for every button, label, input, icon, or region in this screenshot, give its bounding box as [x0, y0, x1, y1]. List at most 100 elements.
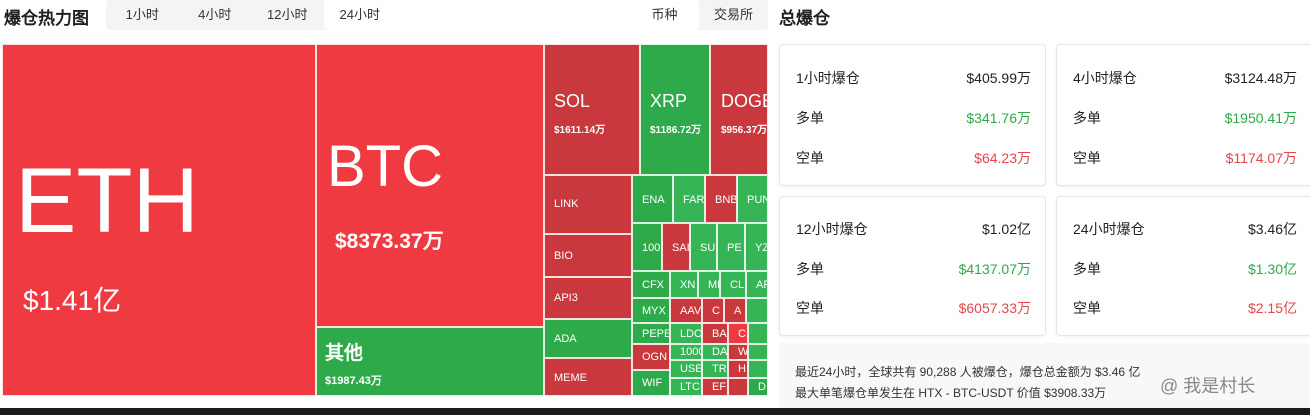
card-4h: 4小时爆仓 $3124.48万 多单 $1950.41万 空单 $1174.07万 [1056, 44, 1310, 186]
card-1h: 1小时爆仓 $405.99万 多单 $341.76万 空单 $64.23万 [779, 44, 1046, 186]
short-row: 空单 $6057.33万 [796, 298, 1031, 318]
heatmap-cell-xn[interactable]: XN [670, 271, 698, 298]
tab-4h[interactable]: 4小时 [198, 7, 232, 22]
time-range-tabs: 1小时 4小时 12小时 24小时 [106, 0, 396, 30]
heatmap-cell-wif[interactable]: WIF [632, 370, 670, 396]
cell-symbol: C [738, 328, 746, 340]
tab-1h[interactable]: 1小时 [125, 7, 159, 22]
cell-symbol: SUI [700, 242, 717, 254]
heatmap-cell-1000[interactable]: 1000 [670, 344, 702, 360]
heatmap-cell-sai[interactable]: SAI [662, 223, 690, 271]
heatmap-cell-ldo[interactable]: LDO [670, 323, 702, 344]
heatmap-cell-c2[interactable]: C [728, 323, 748, 344]
heatmap-cell-bio[interactable]: BIO [544, 234, 632, 277]
heatmap-cell-pepe[interactable]: PEPE [632, 323, 670, 344]
cell-symbol: EF [712, 381, 727, 393]
heatmap-cell-misc-5[interactable] [728, 378, 748, 396]
summary-title: 总爆仓 [779, 9, 830, 28]
heatmap-cell-cfx[interactable]: CFX [632, 271, 670, 298]
cell-symbol: XRP [650, 91, 688, 111]
tab-by-coin[interactable]: 币种 [630, 0, 699, 30]
cell-symbol: XN [680, 279, 696, 291]
heatmap-cell-myx[interactable]: MYX [632, 298, 670, 323]
long-label: 多单 [796, 110, 824, 126]
heatmap-cell-link[interactable]: LINK [544, 175, 632, 234]
card-title: 24小时爆仓 [1073, 221, 1145, 237]
short-label: 空单 [796, 150, 824, 166]
heatmap-cell-ef[interactable]: EF [702, 378, 728, 396]
liquidation-summary: 最近24小时，全球共有 90,288 人被爆仓，爆仓总金额为 $3.46 亿 最… [779, 343, 1310, 415]
heatmap-cell-100[interactable]: 100 [632, 223, 662, 271]
heatmap-cell-w[interactable]: W [728, 344, 748, 360]
cell-symbol: W [738, 346, 748, 358]
heatmap-cell-h[interactable]: H [728, 360, 748, 378]
tab-by-exchange[interactable]: 交易所 [713, 7, 753, 22]
cell-symbol: SOL [554, 91, 591, 111]
heatmap-cell-ada[interactable]: ADA [544, 319, 632, 358]
cell-symbol: ENA [642, 194, 665, 206]
bottom-divider [0, 408, 1310, 415]
heatmap-cell-c[interactable]: C [702, 298, 724, 323]
heatmap-cell-ar[interactable]: AR [746, 271, 768, 298]
cell-symbol: LTC [680, 381, 700, 393]
heatmap-cell-eth[interactable]: ETH $1.41亿 [2, 44, 316, 396]
heatmap-cell-use[interactable]: USE [670, 360, 702, 378]
cell-symbol: USE [680, 363, 702, 375]
heatmap-cell-aav[interactable]: AAV [670, 298, 702, 323]
card-header-row: 12小时爆仓 $1.02亿 [796, 219, 1031, 239]
heatmap-cell-ltc[interactable]: LTC [670, 378, 702, 396]
heatmap-cell-sui[interactable]: SUI [690, 223, 717, 271]
heatmap-cell-pun[interactable]: PUN [737, 175, 768, 223]
cell-symbol: SAI [672, 242, 690, 254]
tab-12h[interactable]: 12小时 [267, 7, 308, 22]
heatmap-cell-cl[interactable]: CL [720, 271, 746, 298]
long-value: $1950.41万 [1224, 110, 1297, 126]
heatmap-cell-xrp[interactable]: XRP $1186.72万 [640, 44, 710, 175]
cell-symbol: MEME [554, 372, 587, 384]
heatmap-cell-tr[interactable]: TR [702, 360, 728, 378]
heatmap-cell-misc-2[interactable] [748, 323, 768, 344]
cell-symbol: FAR [683, 194, 705, 206]
heatmap-cell-d[interactable]: D [748, 378, 768, 396]
heatmap-cell-bnb[interactable]: BNB [705, 175, 737, 223]
cell-symbol: BNB [715, 194, 737, 206]
cell-symbol: MYX [642, 305, 666, 317]
cell-symbol: 100 [642, 242, 661, 254]
cell-symbol: C [712, 305, 720, 317]
heatmap-cell-ba[interactable]: BA [702, 323, 728, 344]
cell-symbol: AAV [680, 305, 702, 317]
heatmap-cell-btc[interactable]: BTC $8373.37万 [316, 44, 544, 327]
heatmap-cell-misc-1[interactable] [746, 298, 768, 323]
heatmap-cell-api3[interactable]: API3 [544, 277, 632, 319]
heatmap-cell-a[interactable]: A [724, 298, 746, 323]
long-row: 多单 $4137.07万 [796, 259, 1031, 279]
cell-symbol: LDO [680, 328, 702, 340]
long-row: 多单 $341.76万 [796, 108, 1031, 128]
cell-symbol: 其他 [325, 343, 364, 364]
heatmap-cell-pe[interactable]: PE [717, 223, 745, 271]
heatmap-cell-yz[interactable]: YZ [745, 223, 768, 271]
summary-line-2: 最大单笔爆仓单发生在 HTX - BTC-USDT 价值 $3908.33万 [795, 386, 1107, 400]
liquidation-heatmap: ETH $1.41亿 BTC $8373.37万 其他 $1987.43万 SO… [2, 44, 768, 396]
card-title: 12小时爆仓 [796, 221, 868, 237]
cell-symbol: AR [756, 279, 767, 291]
heatmap-cell-ogn[interactable]: OGN [632, 344, 670, 370]
heatmap-cell-ena[interactable]: ENA [632, 175, 673, 223]
tab-24h[interactable]: 24小时 [323, 0, 396, 30]
heatmap-cell-sol[interactable]: SOL $1611.14万 [544, 44, 640, 175]
long-row: 多单 $1950.41万 [1073, 108, 1297, 128]
heatmap-cell-other[interactable]: 其他 $1987.43万 [316, 327, 544, 396]
short-value: $64.23万 [974, 150, 1031, 166]
cell-symbol: API3 [554, 292, 578, 304]
heatmap-cell-meme[interactable]: MEME [544, 358, 632, 396]
heatmap-cell-misc-4[interactable] [748, 360, 768, 378]
long-value: $341.76万 [966, 110, 1031, 126]
heatmap-cell-doge[interactable]: DOGE $956.37万 [710, 44, 768, 175]
heatmap-cell-far[interactable]: FAR [673, 175, 705, 223]
heatmap-cell-misc-3[interactable] [748, 344, 768, 360]
long-row: 多单 $1.30亿 [1073, 259, 1297, 279]
short-row: 空单 $64.23万 [796, 148, 1031, 168]
cell-symbol: PEPE [642, 328, 670, 340]
heatmap-cell-mk[interactable]: MK [698, 271, 720, 298]
heatmap-cell-da[interactable]: DA [702, 344, 728, 360]
